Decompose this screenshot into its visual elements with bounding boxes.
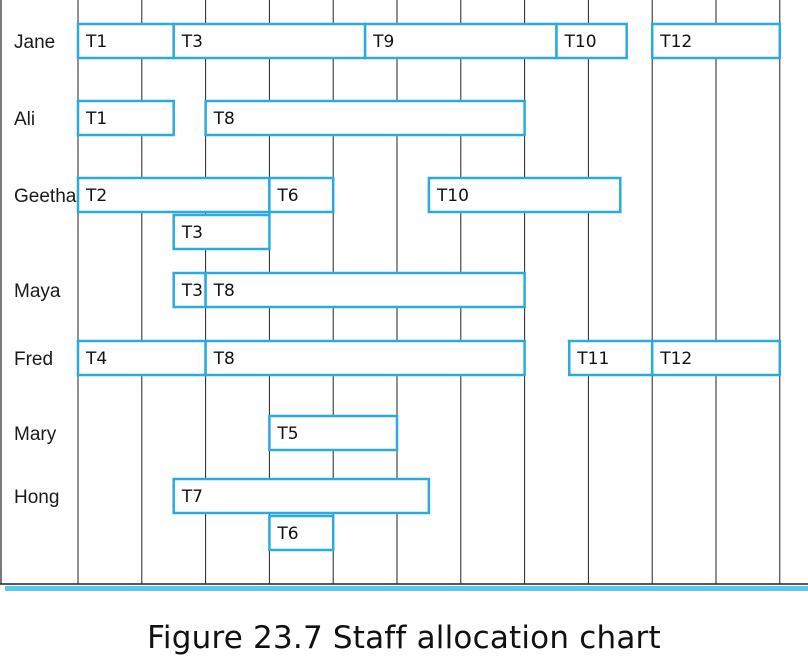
staff-name-hong: Hong [14,487,59,508]
task-box [172,477,431,515]
task-label: T8 [213,281,235,301]
task-label: T5 [276,424,298,444]
figure-caption: Figure 23.7 Staff allocation chart [0,620,808,656]
staff-name-jane: Jane [14,32,55,53]
task-bar-t8: T8 [204,339,526,377]
staff-name-ali: Ali [14,109,35,130]
task-box [76,176,271,214]
task-box [204,99,526,137]
task-bar-t3: T3 [172,213,271,251]
task-label: T3 [181,281,203,301]
task-label: T8 [213,349,235,369]
task-bar-t12: T12 [650,22,782,60]
task-bar-t7: T7 [172,477,431,515]
task-box [427,176,622,214]
task-label: T8 [213,109,235,129]
staff-name-fred: Fred [14,349,53,370]
task-label: T7 [181,487,203,507]
task-box [363,22,558,60]
task-label: T12 [659,349,692,369]
task-box [172,213,271,251]
task-bar-t12: T12 [650,339,782,377]
task-box [76,22,175,60]
task-label: T1 [85,32,107,52]
task-box [268,414,399,452]
task-label: T3 [181,32,203,52]
figure-title: Staff allocation chart [332,620,661,656]
task-bar-t2: T2 [76,176,271,214]
task-label: T3 [181,223,203,243]
task-label: T4 [85,349,107,369]
task-box [204,271,526,309]
task-bar-t11: T11 [568,339,654,377]
task-label: T1 [85,109,107,129]
task-box [555,22,628,60]
task-box [650,339,782,377]
task-box [568,339,654,377]
staff-name-maya: Maya [14,281,61,302]
baseline-rule [5,586,808,591]
task-bar-t5: T5 [268,414,399,452]
task-label: T6 [276,524,298,544]
task-box [172,22,367,60]
chart-frame [0,0,808,591]
task-bar-t4: T4 [76,339,207,377]
figure-number: Figure 23.7 [147,620,323,656]
task-label: T6 [276,186,298,206]
task-bar-t10: T10 [555,22,628,60]
task-bar-t3: T3 [172,22,367,60]
task-label: T11 [576,349,609,369]
task-bars: T1 T3 T9 T10 T12 T1 T8 T2 T6 T10 T3 T3 T8 T4 T8 T11 T12 T… [76,22,782,552]
task-box [650,22,782,60]
task-bar-t6: T6 [268,176,335,214]
task-label: T10 [564,32,597,52]
staff-name-mary: Mary [14,424,57,445]
task-bar-t8: T8 [204,271,526,309]
task-bar-t3: T3 [172,271,207,309]
task-bar-t1: T1 [76,99,175,137]
task-label: T10 [436,186,469,206]
task-box [268,514,335,552]
task-bar-t10: T10 [427,176,622,214]
staff-name-geetha: Geetha [14,186,77,207]
task-label: T9 [372,32,394,52]
task-bar-t8: T8 [204,99,526,137]
task-bar-t9: T9 [363,22,558,60]
task-box [204,339,526,377]
task-box [172,271,207,309]
task-box [268,176,335,214]
task-box [76,99,175,137]
task-bar-t6: T6 [268,514,335,552]
task-label: T2 [85,186,107,206]
task-bar-t1: T1 [76,22,175,60]
staff-names: Jane Ali Geetha Maya Fred Mary Hong [14,32,77,508]
task-label: T12 [659,32,692,52]
